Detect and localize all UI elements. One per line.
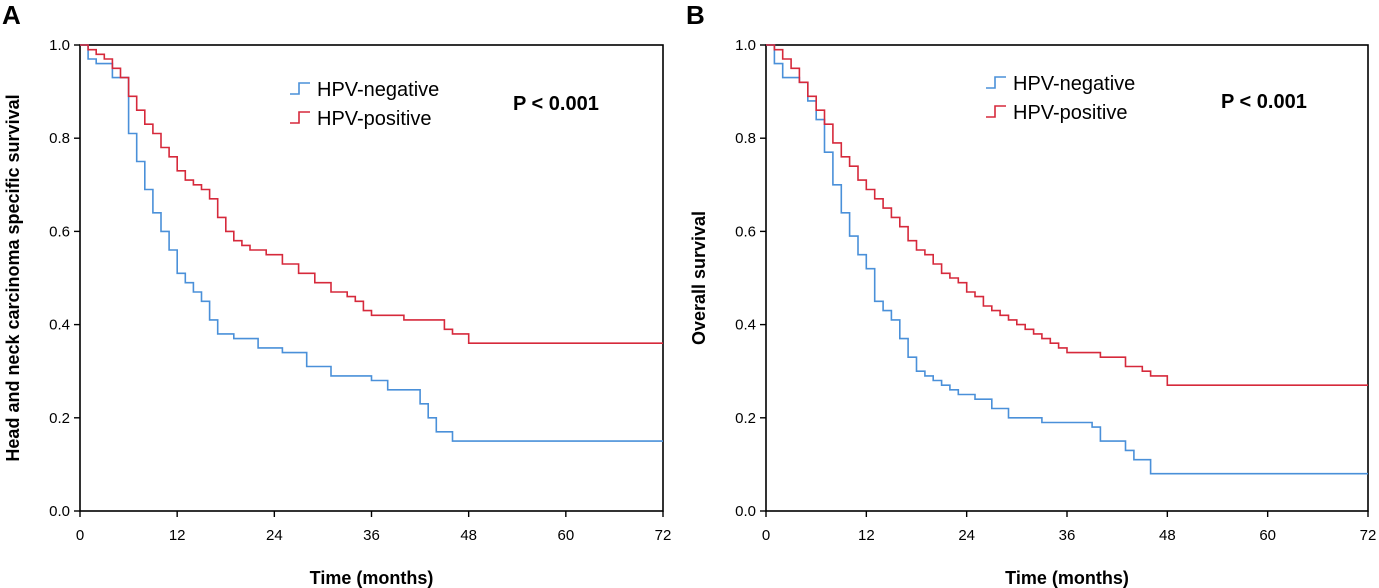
y-tick-label: 1.0 [735, 37, 756, 54]
y-tick-label: 0.6 [735, 223, 756, 240]
x-tick-label: 36 [363, 527, 380, 544]
y-axis-title: Head and neck carcinoma specific surviva… [3, 94, 23, 461]
x-tick-label: 0 [76, 527, 84, 544]
y-tick-label: 0.2 [735, 410, 756, 427]
panel-letter: B [686, 0, 705, 30]
legend-label-hpv-positive: HPV-positive [317, 108, 432, 130]
x-tick-label: 72 [1360, 527, 1377, 544]
y-tick-label: 0.8 [735, 130, 756, 147]
x-tick-label: 12 [169, 527, 186, 544]
x-tick-label: 48 [1159, 527, 1176, 544]
y-axis-title: Overall survival [689, 211, 709, 345]
x-tick-label: 48 [460, 527, 477, 544]
legend-label-hpv-positive: HPV-positive [1013, 102, 1128, 124]
y-tick-label: 0.4 [735, 317, 756, 334]
y-tick-label: 0.0 [735, 503, 756, 520]
x-axis-title: Time (months) [1005, 568, 1129, 588]
y-tick-label: 0.8 [49, 130, 70, 147]
p-value-annotation: P < 0.001 [513, 93, 599, 115]
y-tick-label: 0.0 [49, 503, 70, 520]
y-tick-label: 0.2 [49, 410, 70, 427]
legend-swatch-hpv-positive [290, 111, 310, 124]
survival-curve-hpv-positive [766, 44, 1368, 386]
y-tick-label: 1.0 [49, 37, 70, 54]
panel-letter: A [2, 0, 21, 30]
survival-curve-hpv-positive [80, 44, 663, 344]
legend-label-hpv-negative: HPV-negative [1013, 73, 1135, 95]
legend-swatch-hpv-positive [986, 105, 1006, 118]
x-tick-label: 72 [655, 527, 672, 544]
panel-a: A 0 12 24 36 48 60 72 0.0 0.2 0.4 0.6 0.8 1.0 Time (mo… [2, 0, 671, 588]
x-tick-label: 12 [858, 527, 875, 544]
legend-label-hpv-negative: HPV-negative [317, 79, 439, 101]
x-tick-label: 0 [762, 527, 770, 544]
x-tick-label: 60 [1259, 527, 1276, 544]
x-tick-label: 60 [557, 527, 574, 544]
x-tick-label: 24 [266, 527, 283, 544]
legend-swatch-hpv-negative [986, 76, 1006, 89]
y-tick-label: 0.6 [49, 223, 70, 240]
survival-curve-hpv-negative [80, 44, 663, 442]
survival-curve-hpv-negative [766, 44, 1368, 475]
x-axis-title: Time (months) [310, 568, 434, 588]
panel-b: B 0 12 24 36 48 60 72 0.0 0.2 0.4 0.6 0.8 1.0 Time (mo… [686, 0, 1376, 588]
y-tick-label: 0.4 [49, 317, 70, 334]
x-tick-label: 36 [1059, 527, 1076, 544]
legend-swatch-hpv-negative [290, 82, 310, 95]
p-value-annotation: P < 0.001 [1221, 91, 1307, 113]
x-tick-label: 24 [958, 527, 975, 544]
